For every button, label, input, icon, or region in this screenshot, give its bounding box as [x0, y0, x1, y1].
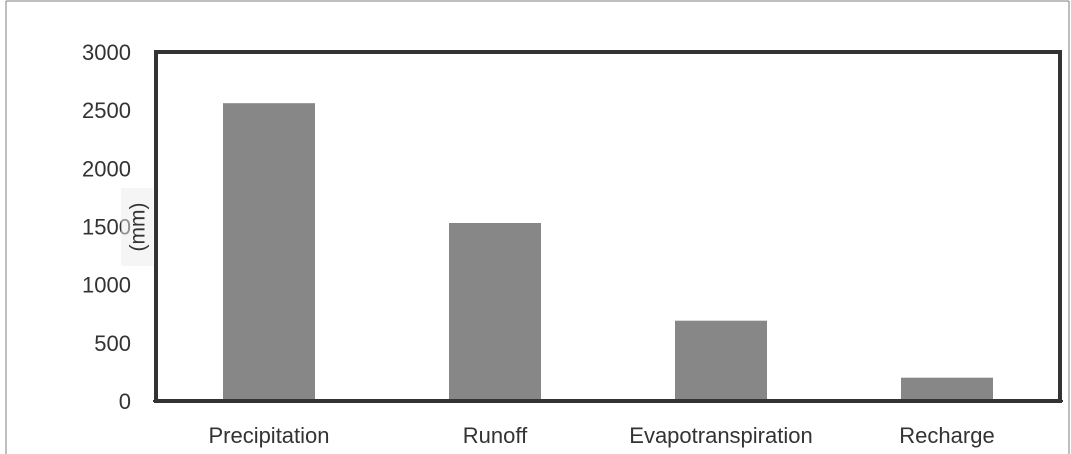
y-tick-label: 0	[119, 389, 131, 414]
x-tick-label: Runoff	[463, 423, 528, 448]
x-tick-labels: Precipitation Runoff Evapotranspiration Rec…	[208, 423, 994, 448]
y-axis-title-backing	[121, 188, 153, 266]
y-tick-label: 500	[94, 331, 131, 356]
x-tick-label: Precipitation	[208, 423, 329, 448]
y-axis-title: (mm)	[127, 203, 150, 252]
y-tick-label: 2000	[82, 156, 131, 181]
bar-runoff	[449, 223, 541, 401]
bar-precipitation	[223, 103, 315, 401]
y-tick-label: 1000	[82, 273, 131, 298]
x-tick-label: Recharge	[899, 423, 994, 448]
x-tick-label: Evapotranspiration	[629, 423, 812, 448]
y-tick-label: 3000	[82, 40, 131, 65]
y-tick-label: 2500	[82, 98, 131, 123]
bar-recharge	[901, 377, 993, 401]
bar-evapotranspiration	[675, 320, 767, 401]
bars-group	[223, 103, 993, 401]
